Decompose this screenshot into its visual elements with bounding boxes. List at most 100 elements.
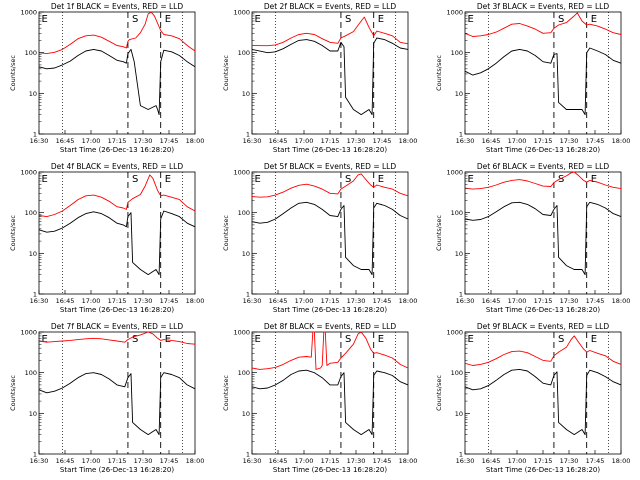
marker-label: E: [591, 174, 597, 185]
y-tick-label: 1: [246, 131, 250, 139]
series-line-lld: [464, 335, 622, 366]
series-line-lld: [38, 331, 196, 345]
x-tick-label: 17:15: [534, 297, 553, 305]
series-line-lld: [251, 331, 409, 370]
marker-label: S: [558, 174, 564, 185]
y-tick-label: 100: [25, 209, 37, 217]
chart-title: Det 1f BLACK = Events, RED = LLD: [51, 2, 184, 11]
x-tick-label: 16:30: [30, 137, 49, 145]
marker-label: S: [345, 14, 351, 25]
chart-title: Det 8f BLACK = Events, RED = LLD: [264, 322, 397, 331]
x-tick-label: 17:00: [295, 457, 314, 465]
y-tick-label: 1: [459, 131, 463, 139]
marker-label: S: [132, 14, 138, 25]
x-tick-label: 16:45: [269, 137, 288, 145]
x-tick-label: 17:45: [373, 457, 392, 465]
y-tick-label: 10: [455, 90, 463, 98]
chart-title: Det 9f BLACK = Events, RED = LLD: [477, 322, 610, 331]
x-tick-label: 17:30: [560, 457, 579, 465]
x-tick-label: 17:00: [508, 137, 527, 145]
x-tick-label: 17:30: [347, 457, 366, 465]
y-tick-label: 1000: [20, 329, 37, 337]
y-tick-label: 100: [451, 209, 463, 217]
marker-label: E: [591, 14, 597, 25]
y-tick-label: 10: [29, 410, 37, 418]
x-tick-label: 17:30: [347, 297, 366, 305]
series-line-events: [38, 372, 196, 436]
x-tick-label: 16:30: [456, 457, 475, 465]
x-tick-label: 17:45: [373, 297, 392, 305]
x-tick-label: 16:45: [482, 297, 501, 305]
y-axis-label: Counts/sec: [9, 215, 17, 251]
x-tick-label: 18:00: [399, 137, 418, 145]
x-tick-label: 17:00: [295, 297, 314, 305]
y-tick-label: 1000: [233, 9, 250, 17]
y-tick-label: 1000: [233, 169, 250, 177]
marker-label: S: [345, 334, 351, 345]
y-tick-label: 10: [455, 250, 463, 258]
y-tick-label: 1: [33, 291, 37, 299]
marker-label: E: [42, 334, 48, 345]
marker-label: E: [468, 14, 474, 25]
series-line-events: [38, 48, 196, 116]
x-axis-label: Start Time (26-Dec-13 16:28:20): [486, 146, 600, 154]
x-axis-label: Start Time (26-Dec-13 16:28:20): [60, 306, 174, 314]
marker-label: E: [468, 174, 474, 185]
x-tick-label: 17:15: [321, 457, 340, 465]
series-line-events: [251, 37, 409, 116]
x-axis-label: Start Time (26-Dec-13 16:28:20): [273, 466, 387, 474]
y-tick-label: 100: [451, 369, 463, 377]
x-tick-label: 17:45: [160, 137, 179, 145]
marker-label: E: [255, 334, 261, 345]
series-line-lld: [464, 12, 622, 37]
series-line-lld: [38, 11, 196, 55]
y-tick-label: 1: [246, 451, 250, 459]
marker-label: E: [255, 14, 261, 25]
y-tick-label: 100: [451, 49, 463, 57]
x-tick-label: 17:30: [134, 297, 153, 305]
marker-label: E: [42, 14, 48, 25]
marker-label: E: [165, 334, 171, 345]
chart-title: Det 2f BLACK = Events, RED = LLD: [264, 2, 397, 11]
x-tick-label: 16:30: [456, 137, 475, 145]
x-tick-label: 17:00: [82, 297, 101, 305]
x-tick-label: 18:00: [612, 297, 631, 305]
series-line-lld: [251, 16, 409, 47]
x-tick-label: 16:45: [56, 297, 75, 305]
y-tick-label: 100: [25, 369, 37, 377]
x-tick-label: 17:45: [160, 457, 179, 465]
series-line-events: [464, 368, 622, 436]
x-tick-label: 17:00: [508, 297, 527, 305]
x-tick-label: 18:00: [186, 297, 205, 305]
y-tick-label: 10: [242, 90, 250, 98]
x-tick-label: 18:00: [612, 457, 631, 465]
y-tick-label: 1000: [446, 329, 463, 337]
y-tick-label: 1000: [20, 169, 37, 177]
y-tick-label: 10: [29, 250, 37, 258]
x-tick-label: 17:30: [134, 137, 153, 145]
y-axis-label: Counts/sec: [9, 55, 17, 91]
chart-title: Det 4f BLACK = Events, RED = LLD: [51, 162, 184, 171]
x-tick-label: 16:45: [56, 457, 75, 465]
x-tick-label: 17:00: [82, 137, 101, 145]
x-axis-label: Start Time (26-Dec-13 16:28:20): [273, 306, 387, 314]
marker-label: E: [165, 174, 171, 185]
x-axis-label: Start Time (26-Dec-13 16:28:20): [60, 146, 174, 154]
y-tick-label: 1: [33, 451, 37, 459]
y-axis-label: Counts/sec: [435, 375, 443, 411]
y-tick-label: 1: [246, 291, 250, 299]
series-line-events: [464, 47, 622, 116]
y-tick-label: 100: [238, 49, 250, 57]
x-tick-label: 18:00: [186, 457, 205, 465]
series-line-lld: [251, 173, 409, 198]
marker-label: S: [132, 334, 138, 345]
y-tick-label: 100: [238, 369, 250, 377]
x-tick-label: 16:30: [456, 297, 475, 305]
